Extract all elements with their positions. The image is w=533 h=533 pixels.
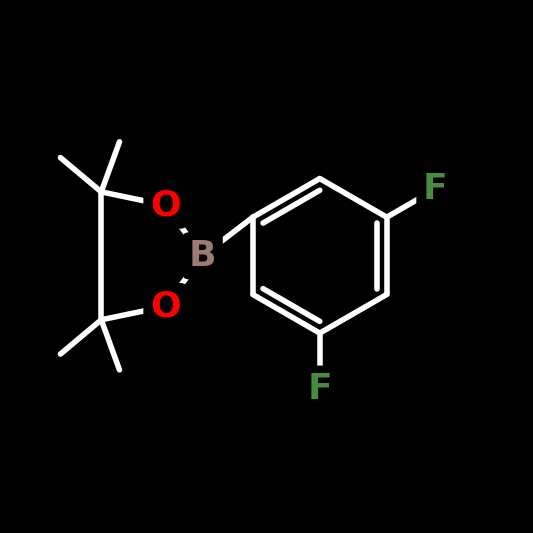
Text: F: F <box>308 372 332 406</box>
Text: F: F <box>423 172 448 206</box>
Text: O: O <box>150 188 181 222</box>
Text: B: B <box>189 239 216 273</box>
Text: O: O <box>150 289 181 324</box>
